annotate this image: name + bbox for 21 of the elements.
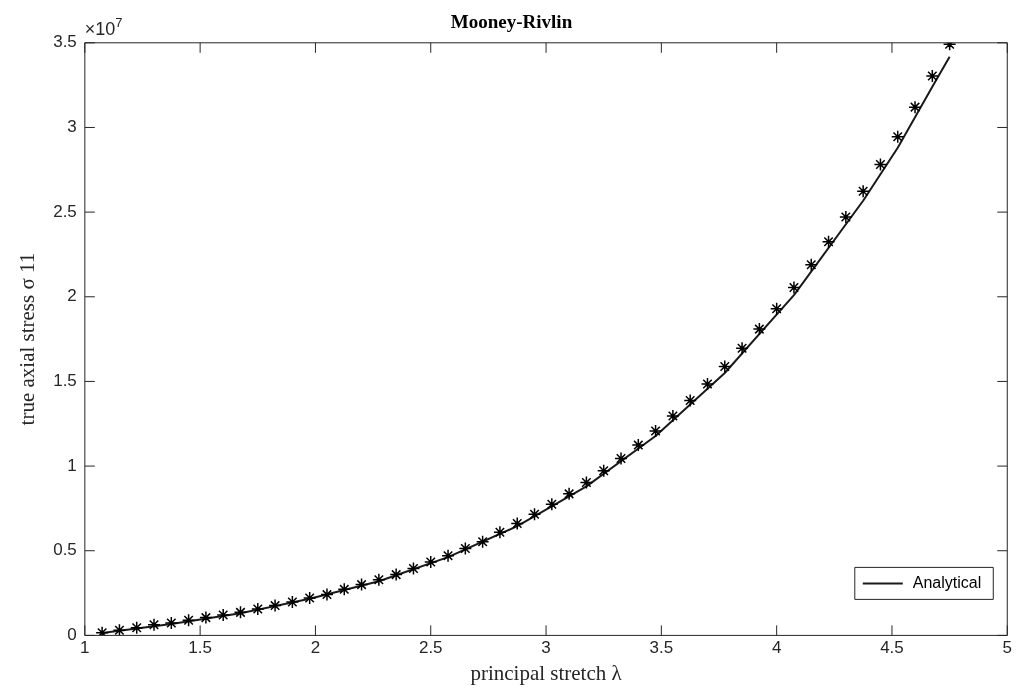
y-tick-label: 0.5 <box>53 540 77 560</box>
x-tick-label: 4 <box>771 638 782 658</box>
y-tick-label: 1.5 <box>53 371 77 391</box>
y-tick-label: 3 <box>67 117 77 137</box>
y-tick-label: 2 <box>67 286 77 306</box>
chart-title: Mooney-Rivlin <box>450 11 573 33</box>
x-tick-label: 5 <box>1002 638 1013 658</box>
x-tick-label: 3 <box>541 638 551 658</box>
x-tick-label: 3.5 <box>649 638 674 658</box>
x-tick-label: 4.5 <box>880 638 904 658</box>
y-tick-label: 2.5 <box>53 201 77 221</box>
x-tick-label: 1 <box>80 638 90 658</box>
x-tick-label: 2.5 <box>418 638 443 658</box>
y-tick-label: 3.5 <box>53 32 77 52</box>
y-tick-label: 1 <box>67 455 77 475</box>
legend-label: Analytical <box>912 573 982 591</box>
x-axis-title: principal stretch λ <box>470 660 623 685</box>
y-tick-label: 0 <box>67 625 77 645</box>
x-tick-label: 2 <box>310 638 321 658</box>
y-axis-title: true axial stress σ 11 <box>15 252 40 426</box>
x-tick-label: 1.5 <box>188 638 212 658</box>
